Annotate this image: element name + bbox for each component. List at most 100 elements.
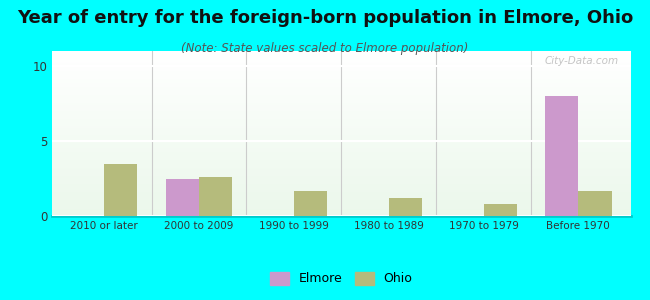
Text: (Note: State values scaled to Elmore population): (Note: State values scaled to Elmore pop… [181, 42, 469, 55]
Bar [52, 160, 630, 161]
Bar [52, 72, 630, 73]
Bar [52, 106, 630, 107]
Bar [52, 138, 630, 139]
Bar [52, 181, 630, 182]
Bar [52, 89, 630, 90]
Bar [52, 200, 630, 201]
Bar [52, 92, 630, 93]
Bar [52, 143, 630, 144]
Bar [52, 105, 630, 106]
Bar [52, 170, 630, 171]
Bar [104, 164, 137, 216]
Bar [52, 67, 630, 68]
Bar [52, 159, 630, 160]
Bar [52, 196, 630, 197]
Bar [52, 206, 630, 207]
Bar [52, 76, 630, 77]
Bar [52, 98, 630, 99]
Bar [52, 100, 630, 101]
Bar [52, 127, 630, 128]
Bar [52, 88, 630, 89]
Bar [52, 96, 630, 97]
Bar [52, 202, 630, 203]
Bar [52, 122, 630, 123]
Bar [52, 155, 630, 156]
Bar [52, 132, 630, 133]
Bar [52, 104, 630, 105]
Text: City-Data.com: City-Data.com [545, 56, 619, 66]
Bar [52, 87, 630, 88]
Bar [52, 188, 630, 189]
Bar [52, 119, 630, 120]
Bar [52, 131, 630, 132]
Bar [52, 74, 630, 75]
Bar [52, 177, 630, 178]
Text: Year of entry for the foreign-born population in Elmore, Ohio: Year of entry for the foreign-born popul… [17, 9, 633, 27]
Bar [52, 154, 630, 155]
Bar [52, 205, 630, 206]
Bar [52, 99, 630, 100]
Bar [52, 158, 630, 159]
Bar [52, 201, 630, 202]
Bar [52, 179, 630, 180]
Bar [52, 114, 630, 115]
Bar [52, 93, 630, 94]
Bar [52, 121, 630, 122]
Bar [52, 203, 630, 204]
Bar [52, 139, 630, 140]
Bar [52, 100, 630, 101]
Bar [52, 64, 630, 65]
Bar [52, 81, 630, 82]
Bar [52, 190, 630, 191]
Bar [52, 198, 630, 199]
Bar [52, 53, 630, 54]
Bar [52, 66, 630, 67]
Bar [52, 193, 630, 194]
Bar [52, 161, 630, 162]
Bar [52, 180, 630, 181]
Bar [52, 212, 630, 213]
Bar [52, 51, 630, 52]
Bar [484, 204, 517, 216]
Bar [52, 185, 630, 186]
Bar [52, 125, 630, 126]
Bar [52, 209, 630, 210]
Bar [52, 69, 630, 70]
Bar [52, 187, 630, 188]
Bar [52, 163, 630, 164]
Bar [52, 137, 630, 138]
Bar [52, 162, 630, 163]
Bar [294, 190, 327, 216]
Bar [52, 124, 630, 125]
Bar [52, 149, 630, 150]
Bar [52, 189, 630, 190]
Bar [52, 174, 630, 175]
Bar [52, 140, 630, 141]
Bar [52, 68, 630, 69]
Bar [52, 117, 630, 118]
Bar [52, 116, 630, 117]
Bar [52, 176, 630, 177]
Legend: Elmore, Ohio: Elmore, Ohio [270, 272, 413, 285]
Bar [52, 65, 630, 66]
Bar [52, 211, 630, 212]
Bar [52, 52, 630, 53]
Bar [52, 141, 630, 142]
Bar [52, 91, 630, 92]
Bar [52, 157, 630, 158]
Bar [52, 148, 630, 149]
Bar [52, 165, 630, 166]
Bar [52, 182, 630, 183]
Bar [52, 55, 630, 56]
Bar [199, 177, 232, 216]
Bar [52, 111, 630, 112]
Bar [52, 210, 630, 211]
Bar [52, 58, 630, 59]
Bar [52, 191, 630, 192]
Bar [52, 147, 630, 148]
Bar [52, 133, 630, 134]
Bar [52, 85, 630, 86]
Bar [52, 172, 630, 173]
Bar [52, 153, 630, 154]
Bar [52, 173, 630, 174]
